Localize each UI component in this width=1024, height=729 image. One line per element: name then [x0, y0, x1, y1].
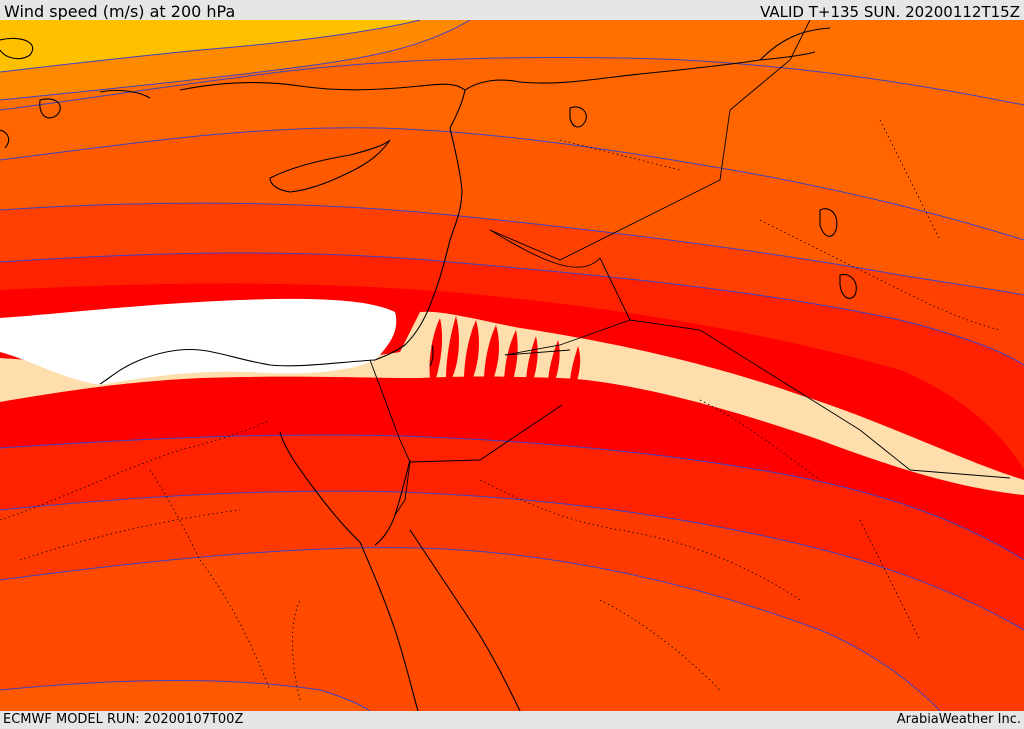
wind-speed-map[interactable]	[0, 20, 1024, 711]
credit-label: ArabiaWeather Inc.	[896, 712, 1021, 727]
band-orange-light	[0, 20, 470, 100]
band-orange-red-5	[0, 680, 370, 711]
internal-borders	[0, 119, 1001, 701]
footer-bar: ECMWF MODEL RUN: 20200107T00Z ArabiaWeat…	[0, 711, 1024, 729]
jet-core-white	[0, 298, 397, 385]
map-title: Wind speed (m/s) at 200 hPa	[4, 2, 236, 21]
valid-time: VALID T+135 SUN. 20200112T15Z	[760, 3, 1020, 21]
band-orange	[0, 20, 1024, 110]
header-bar: Wind speed (m/s) at 200 hPa VALID T+135 …	[0, 0, 1024, 21]
political-borders	[369, 20, 1011, 516]
band-yellow	[0, 20, 420, 72]
band-orange-red-4	[0, 547, 940, 711]
model-run: ECMWF MODEL RUN: 20200107T00Z	[3, 712, 244, 727]
coastlines	[0, 27, 857, 711]
contour-lines	[0, 20, 1024, 711]
